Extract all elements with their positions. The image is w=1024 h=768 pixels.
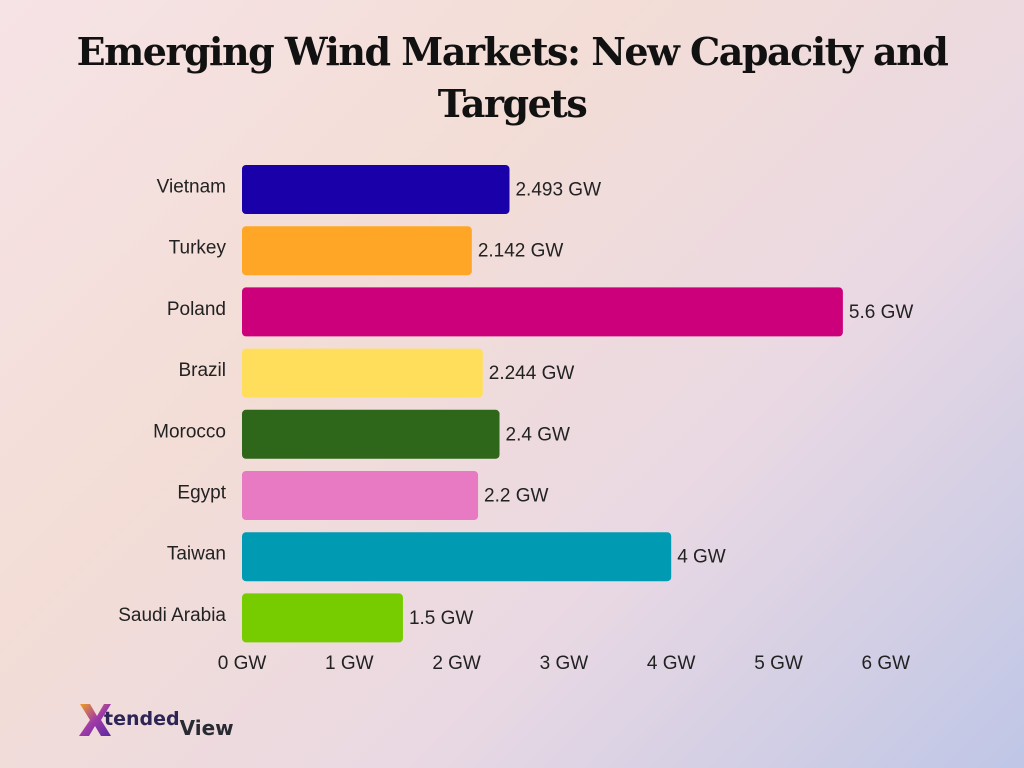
category-label-5: Egypt [177, 483, 226, 504]
x-tick-label-1: 1 GW [325, 653, 374, 674]
bar-1 [242, 226, 472, 276]
bar-4 [242, 409, 500, 459]
value-label-7: 1.5 GW [409, 608, 473, 629]
logo-x-mark [79, 704, 111, 736]
bar-6 [242, 532, 672, 582]
logo-text-view: View [179, 716, 234, 740]
category-label-6: Taiwan [167, 544, 226, 565]
value-label-1: 2.142 GW [478, 241, 564, 262]
x-tick-label-0: 0 GW [218, 653, 267, 674]
chart-title: Emerging Wind Markets: New Capacity and … [76, 29, 949, 126]
value-label-3: 2.244 GW [489, 363, 575, 384]
category-label-2: Poland [167, 299, 226, 320]
value-label-5: 2.2 GW [484, 486, 548, 507]
bar-7 [242, 593, 403, 643]
value-label-6: 4 GW [677, 547, 726, 568]
x-tick-label-4: 4 GW [647, 653, 696, 674]
category-label-0: Vietnam [157, 177, 226, 198]
x-tick-label-6: 6 GW [862, 653, 911, 674]
category-label-1: Turkey [169, 238, 227, 259]
x-tick-label-3: 3 GW [540, 653, 589, 674]
category-label-7: Saudi Arabia [118, 605, 226, 626]
bar-0 [242, 165, 510, 214]
bar-2 [242, 287, 843, 337]
bar-5 [242, 471, 479, 520]
logo-wordmark: tendedView [104, 706, 234, 740]
x-tick-label-2: 2 GW [432, 653, 481, 674]
bar-chart: Vietnam 2.493 GW Turkey 2.142 GW Poland 5.6 G… [118, 165, 913, 674]
bar-3 [242, 348, 483, 398]
value-label-0: 2.493 GW [515, 180, 601, 201]
value-label-4: 2.4 GW [506, 424, 570, 445]
logo-text-tended: tended [104, 708, 180, 730]
category-label-3: Brazil [178, 360, 226, 381]
xtendedview-logo: tendedView [78, 700, 278, 748]
x-tick-label-5: 5 GW [754, 653, 803, 674]
value-label-2: 5.6 GW [849, 302, 913, 323]
category-label-4: Morocco [153, 421, 226, 442]
